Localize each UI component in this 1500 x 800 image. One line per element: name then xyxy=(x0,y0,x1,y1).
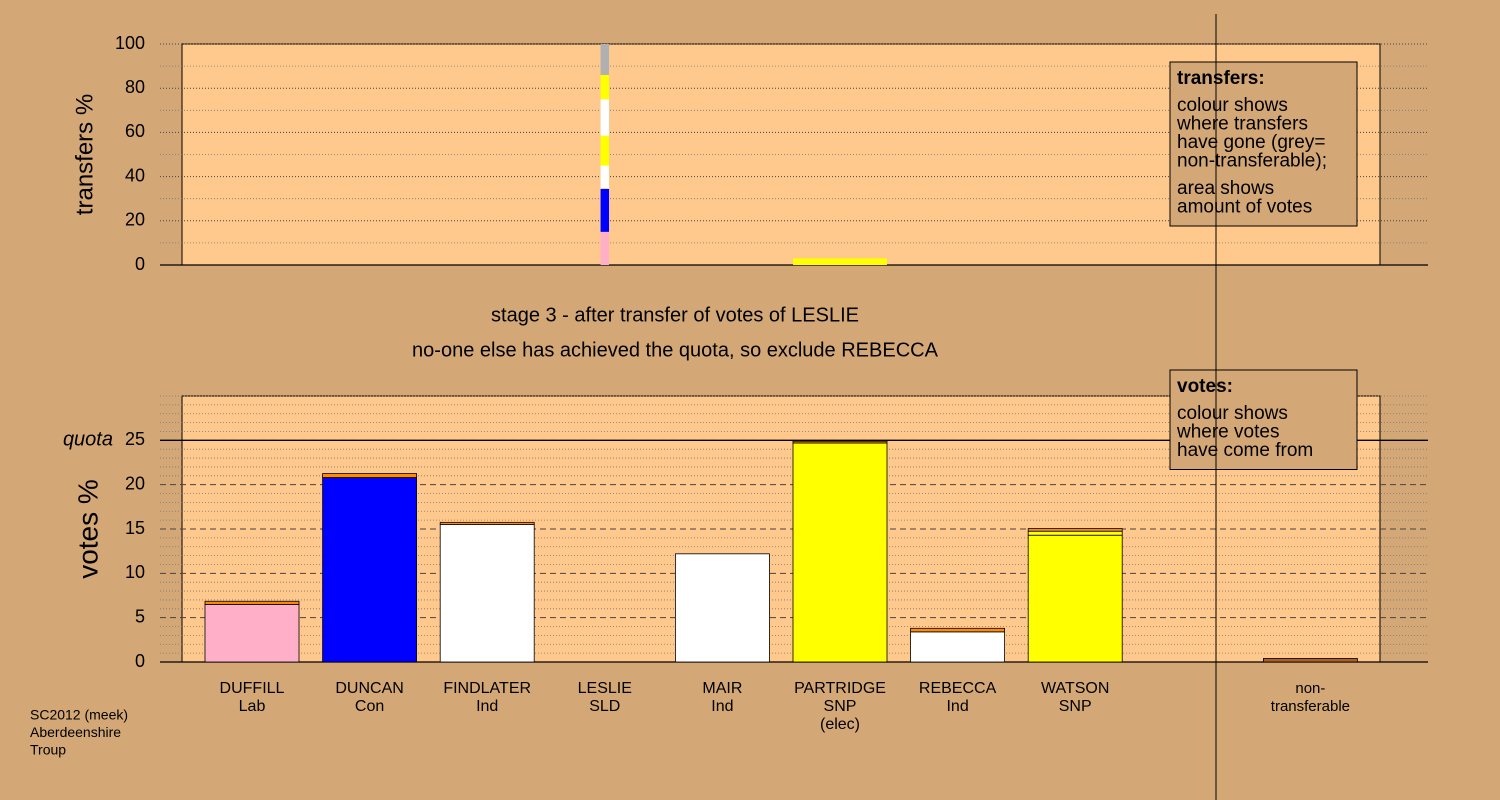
legend-text: have gone (grey= xyxy=(1177,132,1325,153)
bar-segment xyxy=(322,473,418,478)
legend-text: amount of votes xyxy=(1177,197,1312,218)
bar-segment xyxy=(793,258,887,265)
bar-segment xyxy=(600,188,610,232)
x-tick-label: FINDLATER xyxy=(443,680,531,697)
y-tick-label: 20 xyxy=(125,473,145,493)
x-tick-label: SNP xyxy=(824,698,857,715)
bar-segment xyxy=(1027,528,1123,532)
legend-box xyxy=(1169,61,1358,227)
bar-segment xyxy=(204,603,300,663)
y-tick-label: 20 xyxy=(125,210,145,230)
x-tick-label: Lab xyxy=(239,698,266,715)
x-tick-label: transferable xyxy=(1271,698,1350,715)
bar-segment xyxy=(439,524,535,663)
footer-text: Aberdeenshire xyxy=(30,724,121,740)
bar-segment xyxy=(792,440,888,444)
footer-text: SC2012 (meek) xyxy=(30,707,128,723)
stage-title: no-one else has achieved the quota, so e… xyxy=(412,339,939,361)
footer-text: Troup xyxy=(30,742,66,758)
legend-text: area shows xyxy=(1177,178,1274,199)
x-tick-label: SLD xyxy=(589,698,620,715)
y-tick-label: 10 xyxy=(125,562,145,582)
bar-segment xyxy=(675,553,770,663)
bar-segment xyxy=(600,99,610,136)
stage-title: stage 3 - after transfer of votes of LES… xyxy=(491,304,859,326)
bar-segment xyxy=(600,165,610,189)
legend-box xyxy=(1169,369,1358,470)
x-tick-label: non- xyxy=(1295,680,1325,697)
bar-segment xyxy=(600,74,610,100)
bar-segment xyxy=(792,442,888,663)
y-tick-label: 60 xyxy=(125,121,145,141)
legend-text: have come from xyxy=(1177,440,1313,461)
x-tick-label: DUFFILL xyxy=(220,680,285,697)
legend-text: where transfers xyxy=(1176,114,1308,135)
bar-segment xyxy=(600,44,610,75)
x-tick-label: Con xyxy=(355,698,384,715)
x-tick-label: SNP xyxy=(1059,698,1092,715)
quota-label: quota xyxy=(63,429,113,451)
y-tick-label: 25 xyxy=(125,429,145,449)
y-tick-label: 15 xyxy=(125,518,145,538)
y-tick-label: 40 xyxy=(125,165,145,185)
y-tick-label: 80 xyxy=(125,77,145,97)
y-tick-label: 100 xyxy=(115,33,145,53)
x-tick-label: WATSON xyxy=(1041,680,1109,697)
x-tick-label: PARTRIDGE xyxy=(794,680,886,697)
bar-segment xyxy=(910,627,1005,633)
y-tick-label: 0 xyxy=(135,254,145,274)
bar-segment xyxy=(1027,530,1123,536)
bar-segment xyxy=(910,631,1005,663)
x-tick-label: (elec) xyxy=(820,716,860,733)
y-axis-title: transfers % xyxy=(71,94,98,215)
bar-segment xyxy=(439,521,535,525)
bar-segment xyxy=(1263,658,1358,663)
x-tick-label: DUNCAN xyxy=(335,680,403,697)
bar-segment xyxy=(322,477,418,663)
bar-segment xyxy=(204,600,300,605)
legend-text: colour shows xyxy=(1177,403,1288,424)
x-tick-label: LESLIE xyxy=(578,680,632,697)
bar-segment xyxy=(1027,534,1123,663)
legend-text: where votes xyxy=(1176,422,1279,443)
x-tick-label: MAIR xyxy=(702,680,742,697)
legend-text: votes: xyxy=(1177,376,1233,397)
x-tick-label: Ind xyxy=(946,698,968,715)
bar-segment xyxy=(600,135,610,166)
legend-text: colour shows xyxy=(1177,95,1288,116)
x-tick-label: Ind xyxy=(711,698,733,715)
y-tick-label: 0 xyxy=(135,651,145,671)
x-tick-label: REBECCA xyxy=(919,680,997,697)
y-axis-title: votes % xyxy=(72,479,103,579)
y-tick-label: 5 xyxy=(135,606,145,626)
x-tick-label: Ind xyxy=(476,698,498,715)
legend-text: non-transferable); xyxy=(1177,151,1327,172)
bar-segment xyxy=(600,231,610,265)
legend-text: transfers: xyxy=(1177,68,1265,89)
